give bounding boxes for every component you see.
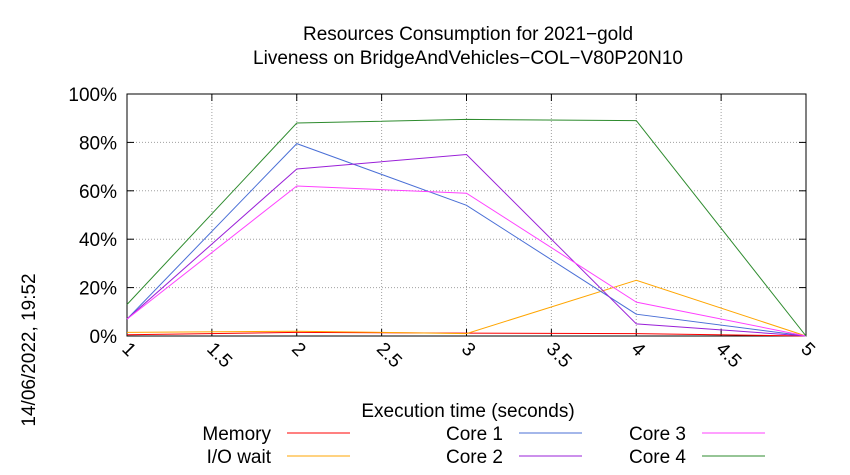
series-line bbox=[126, 153, 807, 337]
timestamp-label: 14/06/2022, 19:52 bbox=[19, 273, 40, 426]
series-line bbox=[126, 143, 807, 337]
x-tick-label: 4.5 bbox=[712, 339, 746, 373]
x-tick-label: 2 bbox=[287, 339, 309, 361]
chart-title: Resources Consumption for 2021−gold bbox=[303, 24, 633, 45]
legend-label: Core 4 bbox=[629, 447, 686, 468]
y-tick-label: 40% bbox=[79, 230, 117, 251]
y-axis-ticks: 0% 20% 40% 60% 80% 100% bbox=[68, 85, 806, 348]
x-tick-label: 3 bbox=[457, 339, 479, 361]
x-tick-label: 5 bbox=[796, 339, 818, 361]
y-tick-label: 60% bbox=[79, 182, 117, 203]
series-line bbox=[126, 279, 807, 337]
legend-label: Core 1 bbox=[446, 424, 503, 445]
y-tick-label: 80% bbox=[79, 133, 117, 154]
x-tick-label: 2.5 bbox=[372, 339, 406, 373]
grid-lines bbox=[127, 94, 806, 336]
x-tick-label: 4 bbox=[627, 339, 650, 362]
legend-label: I/O wait bbox=[207, 447, 272, 468]
x-tick-label: 1 bbox=[117, 339, 139, 361]
series-lines bbox=[126, 118, 807, 337]
x-axis-label: Execution time (seconds) bbox=[361, 401, 574, 422]
chart-subtitle: Liveness on BridgeAndVehicles−COL−V80P20… bbox=[253, 48, 683, 69]
series-line bbox=[126, 185, 807, 337]
legend-label: Memory bbox=[202, 424, 271, 445]
series-line bbox=[126, 118, 807, 337]
x-tick-label: 3.5 bbox=[542, 339, 576, 373]
y-tick-label: 0% bbox=[90, 327, 118, 348]
legend-label: Core 3 bbox=[629, 424, 686, 445]
legend-label: Core 2 bbox=[446, 447, 503, 468]
x-axis-ticks: 1 1.5 2 2.5 3 3.5 4 4.5 5 bbox=[117, 94, 819, 373]
x-tick-label: 1.5 bbox=[202, 339, 236, 373]
y-tick-label: 20% bbox=[79, 279, 117, 300]
y-tick-label: 100% bbox=[68, 85, 117, 106]
